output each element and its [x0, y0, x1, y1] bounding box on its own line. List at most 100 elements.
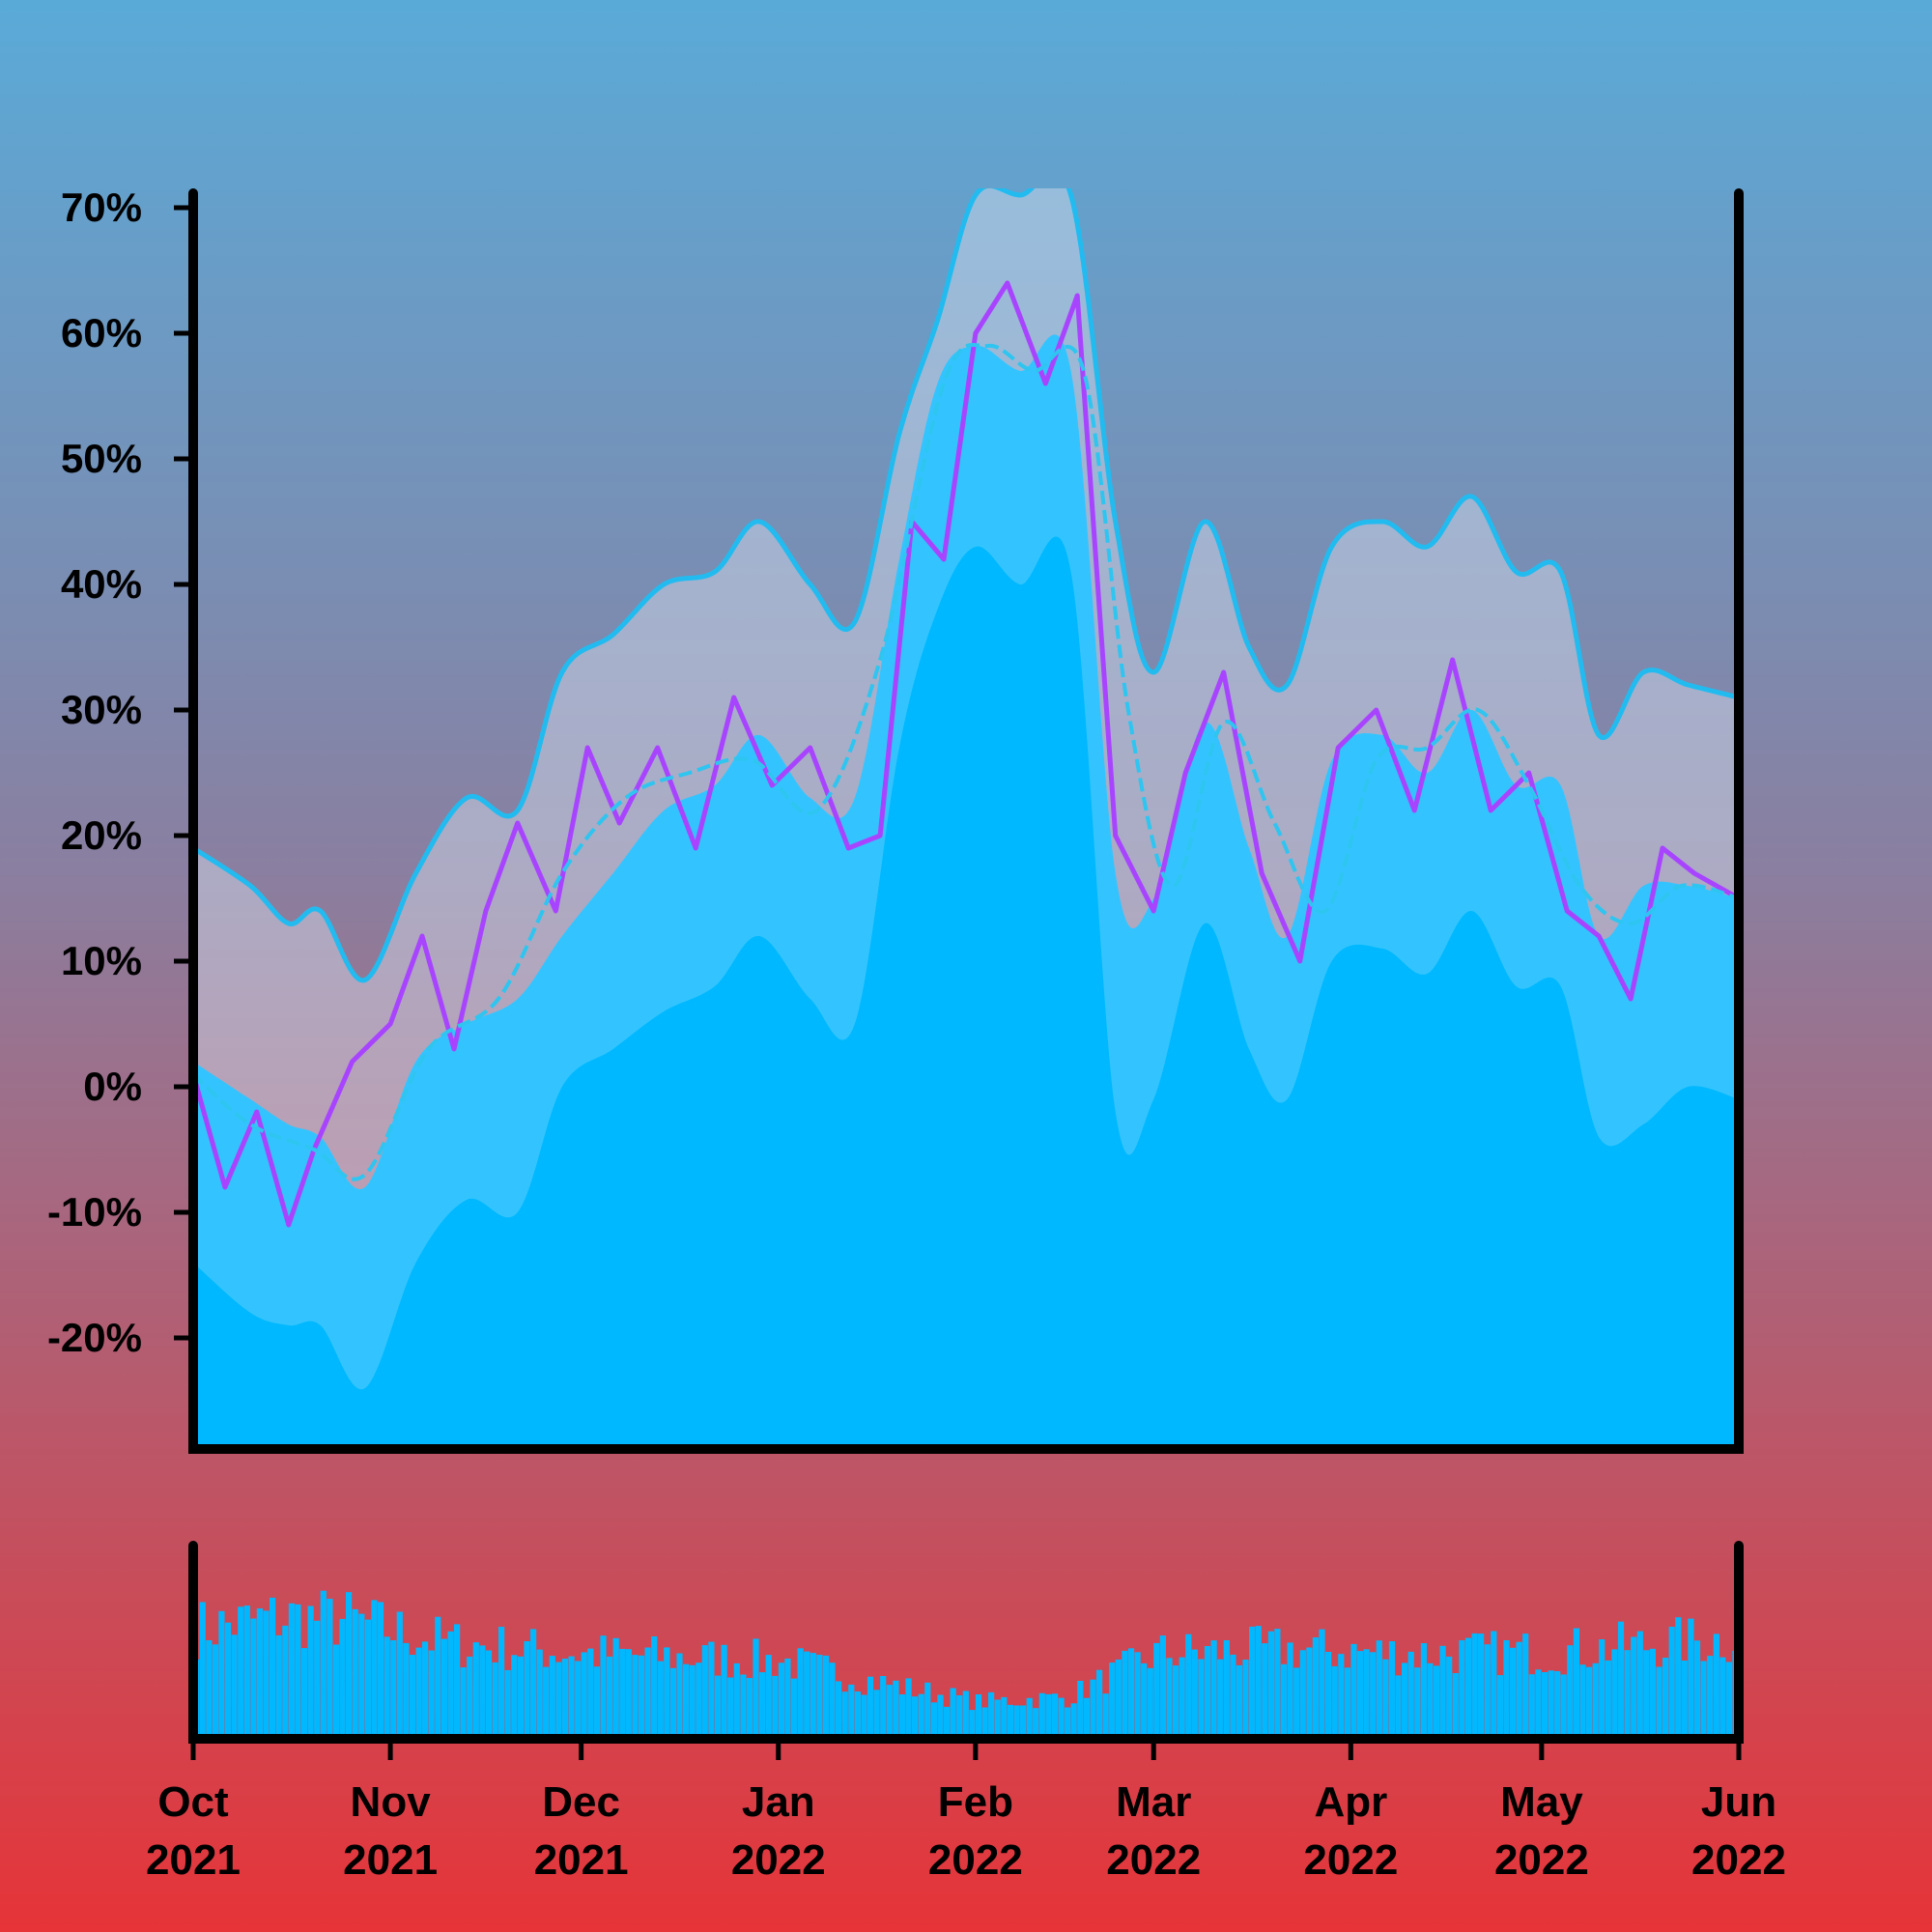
volume-bar [969, 1710, 976, 1734]
volume-bar [1516, 1641, 1522, 1734]
price-point [617, 821, 622, 825]
volume-bar [307, 1605, 314, 1734]
volume-bar [1319, 1629, 1325, 1734]
volume-bar [593, 1666, 600, 1734]
volume-bar [810, 1653, 816, 1734]
main-plot-area [196, 188, 1737, 1444]
volume-bar [644, 1647, 651, 1734]
main-axes-frame [188, 188, 1744, 1454]
volume-bar [778, 1662, 784, 1734]
volume-bar [1707, 1656, 1714, 1734]
volume-bar [346, 1592, 353, 1734]
volume-bar [1376, 1640, 1382, 1734]
volume-bar [632, 1655, 639, 1734]
volume-bar [841, 1691, 848, 1734]
volume-bar [1230, 1654, 1236, 1734]
volume-bar [1636, 1631, 1643, 1734]
volume-plot-area [196, 1590, 1737, 1734]
volume-bar [314, 1620, 321, 1734]
volume-bar [816, 1655, 823, 1734]
volume-bar [1496, 1675, 1503, 1734]
volume-bar [1554, 1671, 1561, 1734]
volume-bar [1700, 1661, 1707, 1734]
volume-bar [784, 1658, 791, 1734]
volume-bar [517, 1656, 524, 1734]
volume-bar [492, 1662, 498, 1734]
y-axis-tick-labels: 70% 60% 50% 40% 30% 20% 10% 0% -10% -20% [47, 185, 193, 1360]
x-tick-label-month: Apr [1314, 1778, 1387, 1826]
price-point [585, 746, 590, 750]
volume-bar [867, 1676, 874, 1734]
volume-bar [1414, 1667, 1421, 1734]
x-tick-label-year: 2022 [1494, 1836, 1589, 1884]
volume-bar [295, 1604, 301, 1734]
volume-bar [1370, 1652, 1377, 1734]
volume-bar [753, 1638, 759, 1734]
price-point [388, 1022, 393, 1026]
volume-bar [1586, 1666, 1593, 1734]
volume-bar [1541, 1672, 1548, 1734]
price-point [1336, 746, 1341, 750]
volume-bar [683, 1663, 690, 1734]
volume-bar [511, 1655, 518, 1734]
volume-bar [1503, 1640, 1510, 1734]
volume-bar [669, 1667, 676, 1734]
volume-bar [1662, 1658, 1669, 1734]
price-point [1043, 382, 1048, 385]
volume-bar [1548, 1670, 1554, 1734]
volume-bar [1560, 1674, 1567, 1734]
volume-bar [1191, 1649, 1198, 1734]
volume-bar [765, 1655, 772, 1734]
volume-bar [956, 1695, 963, 1734]
price-point [1374, 708, 1378, 712]
volume-bar [1688, 1618, 1694, 1734]
axes [188, 188, 1744, 1744]
price-point [878, 834, 883, 838]
x-tick-label-month: Feb [938, 1778, 1013, 1826]
volume-bar [1439, 1645, 1446, 1734]
volume-bar [886, 1685, 893, 1734]
volume-bar [1147, 1667, 1153, 1734]
volume-bar [994, 1699, 1001, 1734]
volume-bar [1522, 1634, 1529, 1734]
volume-bar [1179, 1657, 1185, 1734]
volume-bar [536, 1649, 543, 1734]
volume-bar [607, 1656, 613, 1734]
volume-bar [1217, 1659, 1224, 1734]
volume-bar [1299, 1650, 1306, 1734]
volume-bar [1141, 1662, 1148, 1734]
volume-bar [1033, 1708, 1039, 1734]
volume-bar [1293, 1667, 1300, 1734]
x-tick-label-month: Jun [1701, 1778, 1776, 1826]
price-point [1691, 871, 1696, 875]
volume-bar [396, 1611, 403, 1734]
y-tick-label: -10% [47, 1189, 142, 1235]
volume-bar [1605, 1660, 1611, 1734]
volume-bar [1090, 1679, 1096, 1734]
volume-bar [1122, 1650, 1128, 1734]
volume-bar [1407, 1651, 1414, 1734]
volume-bar [435, 1616, 441, 1734]
volume-bar [352, 1608, 358, 1734]
volume-bar [390, 1640, 397, 1734]
volume-bar [549, 1656, 555, 1734]
volume-bar [746, 1678, 753, 1734]
volume-bar [1592, 1662, 1599, 1734]
price-point [1629, 997, 1634, 1001]
volume-bar [1026, 1697, 1033, 1734]
volume-bar [1274, 1629, 1281, 1734]
volume-bar [320, 1590, 327, 1734]
volume-bar [231, 1634, 238, 1734]
volume-bar [1631, 1636, 1637, 1734]
volume-bar [327, 1599, 333, 1734]
price-point [1297, 959, 1302, 963]
price-point [515, 821, 520, 825]
volume-bar [790, 1678, 798, 1734]
volume-bar [1573, 1628, 1579, 1734]
volume-bar [1236, 1664, 1242, 1734]
volume-bar [664, 1647, 670, 1734]
volume-bar [454, 1624, 461, 1734]
volume-bar [944, 1706, 951, 1734]
volume-bar [918, 1693, 924, 1734]
volume-bar [1242, 1660, 1249, 1734]
